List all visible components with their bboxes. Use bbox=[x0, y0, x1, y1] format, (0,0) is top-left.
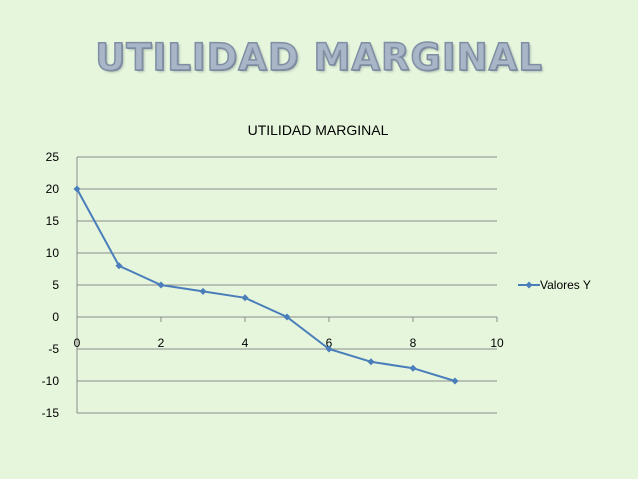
data-point bbox=[73, 185, 81, 193]
data-point bbox=[115, 262, 123, 270]
y-axis-tick-labels: 25 20 15 10 5 0 -5 -10 -15 bbox=[42, 150, 60, 420]
y-tick-label: 25 bbox=[46, 150, 60, 164]
x-tick-label: 0 bbox=[74, 336, 81, 350]
y-tick-label: 10 bbox=[46, 246, 60, 260]
data-point bbox=[157, 281, 165, 289]
legend: Valores Y bbox=[518, 278, 591, 292]
y-tick-label: -15 bbox=[42, 406, 60, 420]
x-tick-label: 8 bbox=[410, 336, 417, 350]
x-tick-label: 10 bbox=[490, 336, 504, 350]
data-point bbox=[283, 313, 291, 321]
x-axis-tick-labels: 0 2 4 6 8 10 bbox=[74, 336, 504, 350]
x-tick-label: 4 bbox=[242, 336, 249, 350]
data-point bbox=[367, 358, 375, 366]
y-tick-label: 15 bbox=[46, 214, 60, 228]
data-point bbox=[199, 287, 207, 295]
legend-marker bbox=[525, 281, 533, 289]
y-tick-label: 20 bbox=[46, 182, 60, 196]
x-tick-label: 6 bbox=[326, 336, 333, 350]
y-tick-label: 0 bbox=[52, 310, 59, 324]
y-tick-label: 5 bbox=[52, 278, 59, 292]
data-point bbox=[325, 345, 333, 353]
x-tick-label: 2 bbox=[158, 336, 165, 350]
legend-label: Valores Y bbox=[540, 278, 591, 292]
chart-title: UTILIDAD MARGINAL bbox=[248, 122, 389, 138]
data-point bbox=[451, 377, 459, 385]
series-line bbox=[76, 188, 456, 382]
series-group bbox=[73, 185, 459, 385]
data-point bbox=[241, 294, 249, 302]
slide-title: UTILIDAD MARGINAL bbox=[94, 35, 543, 80]
data-point bbox=[409, 364, 417, 372]
y-tick-label: -5 bbox=[48, 342, 59, 356]
y-tick-label: -10 bbox=[42, 374, 60, 388]
